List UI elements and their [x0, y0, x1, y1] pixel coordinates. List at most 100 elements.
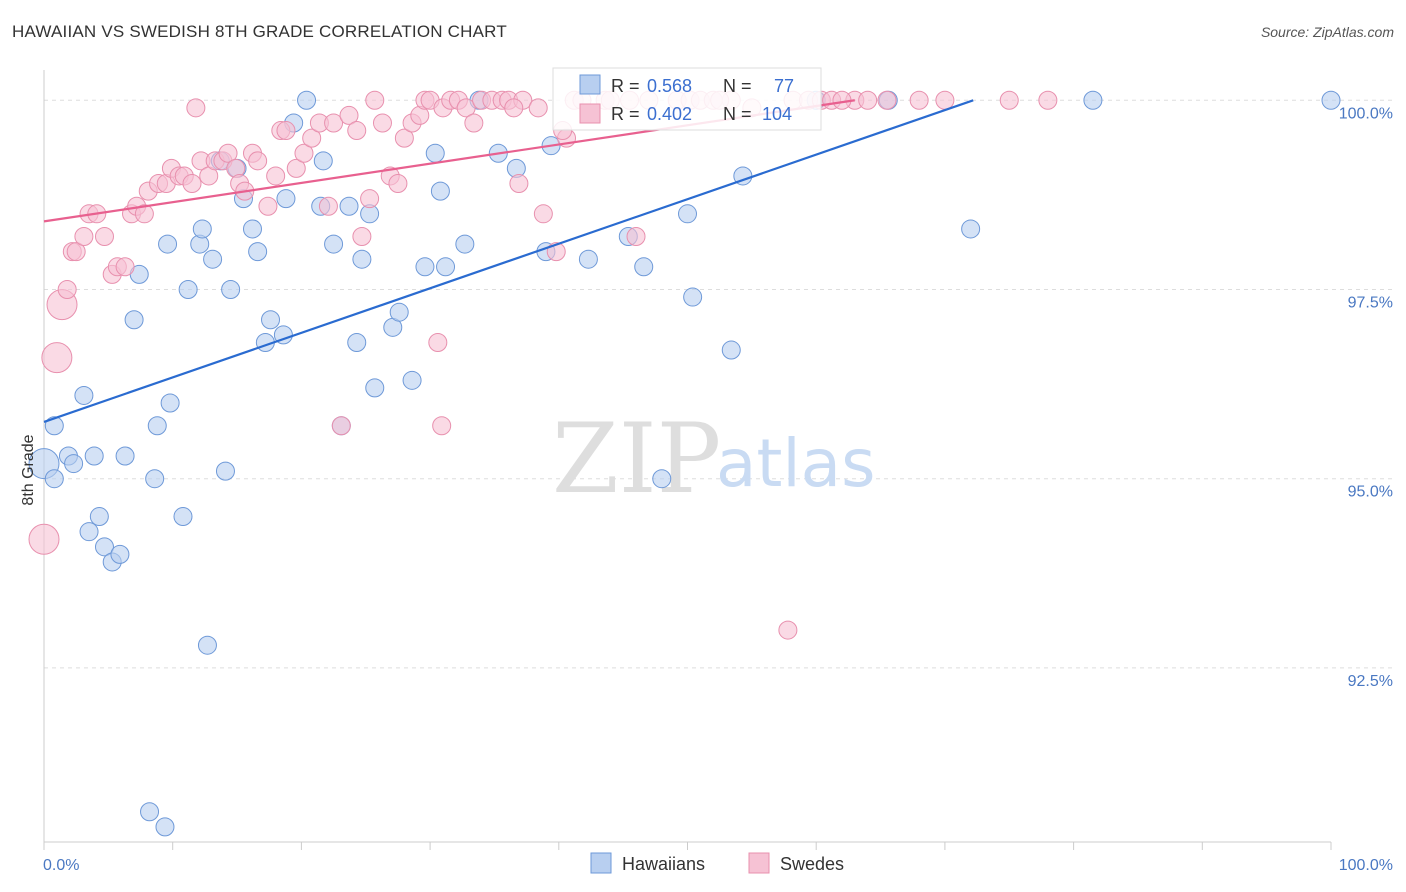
hawaiians-point-25 [203, 249, 223, 269]
legend-n-label-2: N = [723, 104, 752, 124]
hawaiians-point-43 [339, 196, 359, 216]
x-tick-label-max: 100.0% [1339, 857, 1393, 874]
hawaiians-point-17 [147, 416, 167, 436]
swedes-point-88 [877, 90, 897, 110]
x-tick-label-min: 0.0% [43, 857, 79, 874]
swedes-point-98 [858, 90, 878, 110]
legend-r-label-1: R = [611, 76, 640, 96]
swedes-point-48 [365, 90, 385, 110]
watermark-zip: ZIP [552, 403, 721, 515]
series-legend-label-swedes: Swedes [780, 854, 844, 874]
hawaiians-point-7 [84, 446, 104, 466]
hawaiians-point-15 [140, 802, 160, 822]
hawaiians-point-51 [415, 257, 435, 277]
hawaiians-point-31 [242, 219, 262, 239]
hawaiians-point-27 [215, 461, 235, 481]
hawaiians-point-63 [634, 257, 654, 277]
swedes-point-6 [74, 227, 94, 247]
hawaiians-point-67 [721, 340, 741, 360]
swedes-point-27 [218, 143, 238, 163]
hawaiians-point-34 [261, 310, 281, 330]
swedes-point-42 [324, 113, 344, 133]
stats-legend: R = 0.568 N = 77 R = 0.402 N = 104 [552, 67, 822, 131]
hawaiians-point-5 [74, 385, 94, 405]
swedes-points [28, 90, 1058, 640]
y-axis-label: 8th Grade [20, 434, 37, 505]
swedes-point-69 [528, 98, 548, 118]
swedes-point-37 [286, 158, 306, 178]
hawaiians-point-41 [324, 234, 344, 254]
swedes-point-39 [302, 128, 322, 148]
y-tick-label-2: 97.5% [1348, 294, 1393, 311]
y-tick-labels: 92.5% 95.0% 97.5% 100.0% [1339, 105, 1393, 690]
swedes-point-76 [626, 227, 646, 247]
hawaiians-point-49 [389, 302, 409, 322]
swedes-point-93 [778, 620, 798, 640]
legend-r-value-1: 0.568 [647, 76, 692, 96]
swedes-point-41 [318, 196, 338, 216]
swedes-point-43 [331, 416, 351, 436]
swedes-point-70 [533, 204, 553, 224]
swedes-point-15 [134, 204, 154, 224]
hawaiians-point-65 [678, 204, 697, 224]
swedes-point-38 [294, 143, 314, 163]
swedes-point-61 [456, 98, 476, 118]
hawaiians-point-9 [94, 537, 114, 557]
swedes-point-34 [266, 166, 286, 186]
hawaiians-point-28 [221, 279, 241, 299]
chart-title: HAWAIIAN VS SWEDISH 8TH GRADE CORRELATIO… [12, 22, 507, 41]
hawaiians-point-19 [160, 393, 180, 413]
legend-n-value-2: 104 [762, 104, 792, 124]
swedes-point-57 [428, 332, 448, 352]
watermark-atlas: atlas [716, 425, 876, 502]
swedes-point-94 [186, 98, 206, 118]
hawaiians-point-6 [79, 522, 99, 542]
hawaiians-point-61 [578, 249, 598, 269]
swedes-point-99 [909, 90, 929, 110]
hawaiians-point-40 [313, 151, 333, 171]
legend-n-value-1: 77 [774, 76, 794, 96]
series-legend-swatch-hawaiians [590, 852, 612, 874]
legend-n-label-1: N = [723, 76, 752, 96]
swedes-point-49 [372, 113, 392, 133]
swedes-point-67 [509, 174, 529, 194]
hawaiians-point-13 [124, 310, 144, 330]
swedes-point-36 [276, 121, 296, 141]
swedes-point-52 [394, 128, 414, 148]
hawaiians-point-36 [276, 189, 296, 209]
hawaiians-point-23 [192, 219, 212, 239]
swedes-point-1 [41, 342, 73, 374]
swedes-point-100 [504, 98, 524, 118]
hawaiians-point-45 [352, 249, 372, 269]
hawaiians-point-24 [197, 635, 217, 655]
hawaiians-point-16 [145, 469, 165, 489]
hawaiians-point-72 [1083, 90, 1103, 110]
hawaiians-point-32 [248, 242, 268, 262]
legend-swatch-hawaiians [579, 74, 601, 95]
hawaiians-point-73 [1321, 90, 1341, 110]
source-credit: Source: ZipAtlas.com [1260, 24, 1394, 40]
watermark: ZIP atlas [552, 403, 876, 515]
series-legend-label-hawaiians: Hawaiians [622, 854, 705, 874]
hawaiians-point-55 [455, 234, 475, 254]
swedes-point-51 [388, 174, 408, 194]
y-tick-label-1: 95.0% [1348, 484, 1393, 501]
legend-r-value-2: 0.402 [647, 104, 692, 124]
hawaiians-point-71 [961, 219, 981, 239]
trend-lines [43, 99, 974, 423]
hawaiians-point-1 [44, 416, 64, 436]
y-tick-label-0: 92.5% [1348, 673, 1393, 690]
swedes-point-47 [360, 189, 380, 209]
legend-r-label-2: R = [611, 104, 640, 124]
hawaiians-point-74 [155, 817, 175, 837]
swedes-point-5 [66, 242, 86, 262]
hawaiians-point-47 [365, 378, 385, 398]
hawaiians-point-11 [110, 544, 130, 564]
hawaiians-point-8 [89, 507, 109, 527]
hawaiians-point-52 [425, 143, 445, 163]
hawaiians-point-21 [178, 279, 198, 299]
swedes-point-0 [28, 523, 60, 555]
swedes-point-91 [1038, 90, 1058, 110]
swedes-point-46 [352, 227, 372, 247]
